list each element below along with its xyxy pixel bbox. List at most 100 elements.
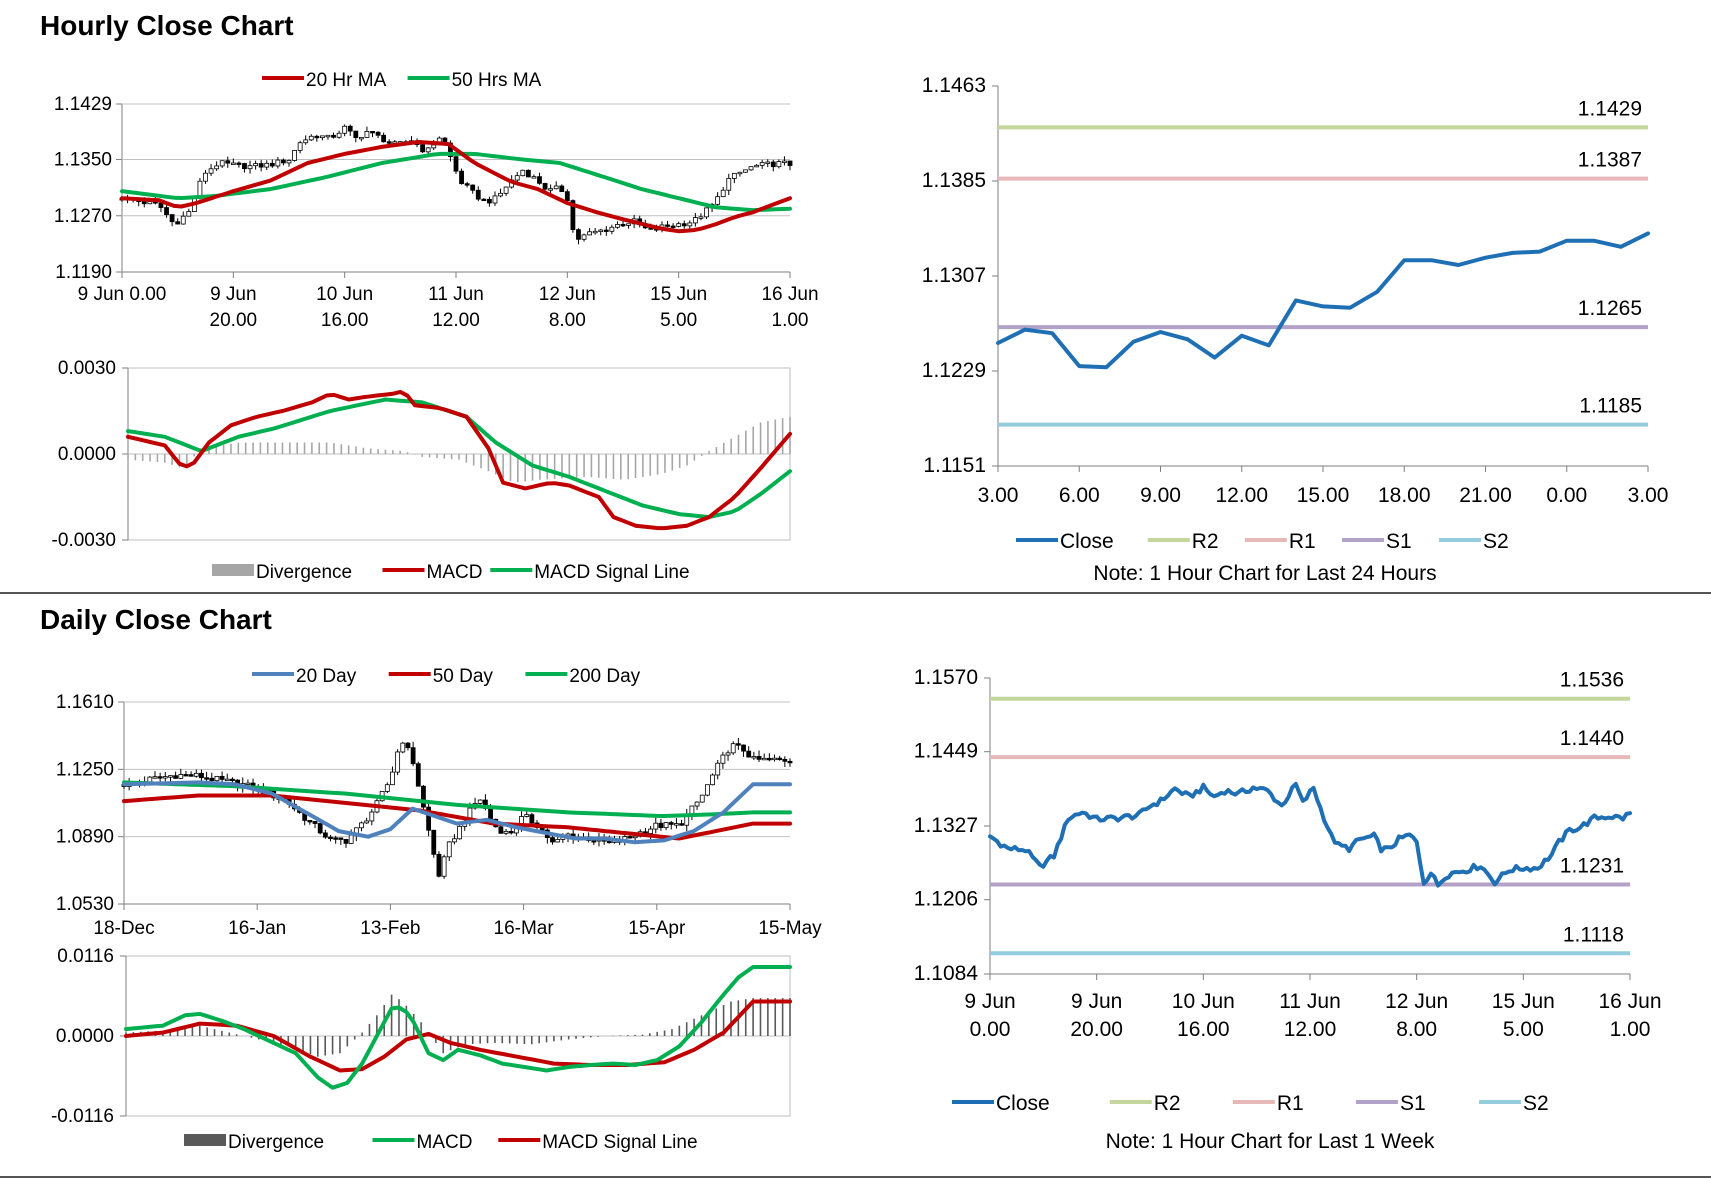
candle-body <box>369 811 375 822</box>
x-tick-label: 3.00 <box>978 484 1019 507</box>
candle-body <box>715 762 721 776</box>
legend-label: 20 Day <box>296 666 357 687</box>
candle-body <box>214 165 220 170</box>
candle-body <box>317 823 323 834</box>
candle-body <box>564 191 570 202</box>
candle-body <box>219 160 225 167</box>
candle-body <box>681 223 687 227</box>
candle-body <box>668 822 674 825</box>
candle-body <box>756 756 762 760</box>
x-tick-label: 0.00 <box>1546 484 1587 507</box>
candle-body <box>325 134 331 138</box>
candle-body <box>364 131 370 138</box>
candle-body <box>772 757 777 761</box>
candle-body <box>242 163 247 170</box>
x-tick-label: 15-Apr <box>628 918 686 939</box>
candle-body <box>193 772 199 777</box>
candle-body <box>400 742 406 753</box>
y-tick-label: 1.0530 <box>56 894 114 915</box>
candle-body <box>457 825 462 840</box>
ma-20-line <box>122 780 792 845</box>
legend-label: 50 Day <box>433 666 494 687</box>
candle-body <box>425 147 431 153</box>
y-tick-label: 1.1307 <box>922 264 986 287</box>
candle-body <box>481 198 487 202</box>
x-tick-label: 1.00 <box>772 310 809 331</box>
y-tick-label: 0.0000 <box>56 1026 114 1047</box>
candle-body <box>245 782 251 785</box>
x-tick-label: 18-Dec <box>93 918 154 939</box>
candle-body <box>777 757 783 761</box>
candle-body <box>627 836 633 839</box>
candle-body <box>307 820 313 823</box>
candle-body <box>503 831 509 834</box>
daily-macd-chart: 0.0116 0.0000 -0.0116 Divergence MACD MACD Si… <box>51 946 792 1153</box>
x-tick-label: 8.00 <box>1396 1018 1437 1041</box>
candle-body <box>477 799 483 804</box>
candle-body <box>698 216 704 219</box>
legend-label: MACD <box>427 562 483 583</box>
daily-price-chart: 1.1610 1.1250 1.0890 1.0530 18-Dec 16-Jan 13-F… <box>56 666 822 939</box>
bottom-divider <box>0 1176 1711 1178</box>
candle-body <box>214 776 220 782</box>
candle-body <box>308 135 314 141</box>
candle-body <box>687 222 693 227</box>
legend-label: R1 <box>1277 1092 1304 1115</box>
x-tick-label: 18.00 <box>1378 484 1431 507</box>
candle-body <box>559 185 565 193</box>
x-tick-label: 12.00 <box>1284 1018 1337 1041</box>
level-label-r1: 1.1387 <box>1578 149 1642 172</box>
x-tick-label: 16 Jun <box>761 284 818 305</box>
candle-body <box>359 822 364 829</box>
candle-body <box>520 169 526 177</box>
y-tick-label: 1.1206 <box>914 888 978 911</box>
candle-body <box>488 808 493 820</box>
candle-body <box>314 135 320 139</box>
x-tick-label: 16.00 <box>1177 1018 1230 1041</box>
candle-body <box>236 162 242 165</box>
macd-line <box>124 965 792 1090</box>
candle-body <box>264 162 270 168</box>
candle-body <box>269 162 275 167</box>
candle-body <box>426 806 432 831</box>
candle-body <box>555 839 561 843</box>
candle-body <box>787 760 793 764</box>
candle-body <box>704 784 710 796</box>
y-tick-label: 1.1449 <box>914 740 978 763</box>
x-tick-label: 16-Mar <box>494 918 555 939</box>
x-tick-label: 9 Jun <box>210 284 256 305</box>
candle-body <box>230 778 235 782</box>
candle-body <box>303 139 309 144</box>
candle-body <box>537 176 542 184</box>
candle-body <box>508 831 514 834</box>
x-tick-label: 15 Jun <box>650 284 707 305</box>
candle-body <box>358 136 364 140</box>
candle-body <box>492 195 498 204</box>
candle-body <box>770 161 776 168</box>
section-divider <box>0 592 1711 594</box>
candle-body <box>292 149 297 161</box>
candle-body <box>670 225 676 228</box>
level-label-s1: 1.1265 <box>1578 297 1642 320</box>
candle-body <box>665 224 670 227</box>
candle-body <box>338 837 344 840</box>
y-tick-label: 0.0000 <box>58 444 116 465</box>
candle-body <box>319 135 325 139</box>
legend-label: S2 <box>1483 530 1509 553</box>
legend-swatch <box>212 564 254 576</box>
candle-body <box>470 184 476 191</box>
daily-section-title: Daily Close Chart <box>40 604 272 635</box>
y-tick-label: 0.0030 <box>58 358 116 379</box>
candle-body <box>415 763 421 787</box>
x-tick-label: 9 Jun <box>964 990 1015 1013</box>
candle-body <box>453 156 459 172</box>
candle-body <box>498 826 504 834</box>
y-tick-label: 1.1429 <box>54 94 112 115</box>
legend-label: 20 Hr MA <box>306 70 387 91</box>
candle-body <box>162 776 168 779</box>
candle-body <box>168 775 173 778</box>
level-label-s1: 1.1231 <box>1560 854 1624 877</box>
macd-line <box>126 389 792 531</box>
candle-body <box>286 160 292 164</box>
x-tick-label: 1.00 <box>1610 1018 1651 1041</box>
